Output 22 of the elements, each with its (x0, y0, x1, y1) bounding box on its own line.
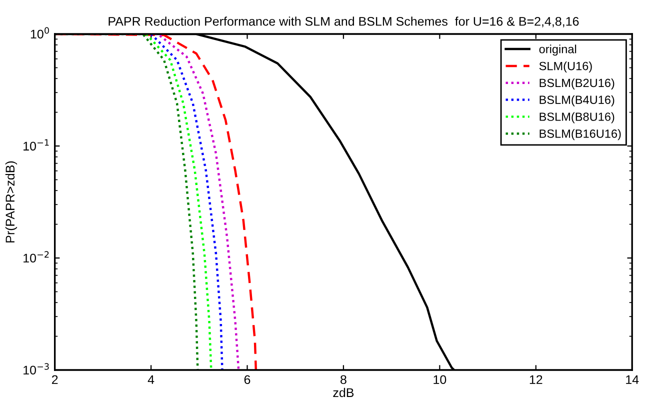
legend-label: BSLM(B16U16) (540, 129, 621, 140)
x-tick-label: 10 (434, 375, 446, 384)
y-tick-label: 10$^{−3}$ (24, 363, 49, 375)
chart-title: PAPR Reduction Performance with SLM and BSLM Schemes for U=16 & B=2,4,8,16 (108, 16, 579, 28)
x-axis-title: zdB (333, 388, 354, 398)
x-tick-label: 6 (244, 375, 250, 384)
legend-label: BSLM(B2U16) (540, 78, 614, 90)
legend-label: BSLM(B4U16) (540, 95, 614, 106)
x-tick-label: 4 (148, 375, 154, 384)
x-tick-label: 12 (530, 375, 542, 384)
x-tick-label: 2 (52, 375, 58, 384)
legend-label: BSLM(B8U16) (540, 112, 614, 124)
y-tick-label: 10$^{−1}$ (24, 139, 49, 151)
legend-label: SLM(U16) (539, 62, 592, 73)
x-tick-label: 8 (340, 375, 346, 384)
y-axis-title: Pr(PAPR>zdB) (5, 161, 18, 242)
y-tick-label: 10$^{0}$ (30, 27, 49, 39)
line-series (145, 34, 212, 370)
line-series (150, 34, 224, 370)
legend-label: original (539, 44, 576, 56)
x-tick-label: 14 (626, 375, 639, 384)
y-tick-label: 10$^{−2}$ (24, 251, 49, 263)
